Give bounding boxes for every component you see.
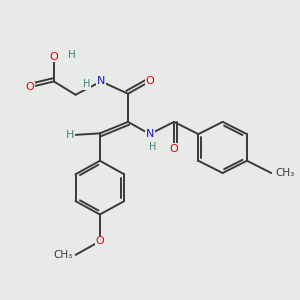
Text: H: H — [68, 50, 76, 60]
Text: H: H — [83, 79, 91, 89]
Text: CH₃: CH₃ — [275, 168, 294, 178]
Text: H: H — [148, 142, 156, 152]
Text: O: O — [146, 76, 154, 86]
Text: O: O — [25, 82, 34, 92]
Text: CH₃: CH₃ — [54, 250, 73, 260]
Text: N: N — [146, 129, 154, 139]
Text: O: O — [170, 144, 178, 154]
Text: H: H — [66, 130, 75, 140]
Text: N: N — [97, 76, 105, 86]
Text: O: O — [50, 52, 58, 61]
Text: O: O — [95, 236, 104, 246]
